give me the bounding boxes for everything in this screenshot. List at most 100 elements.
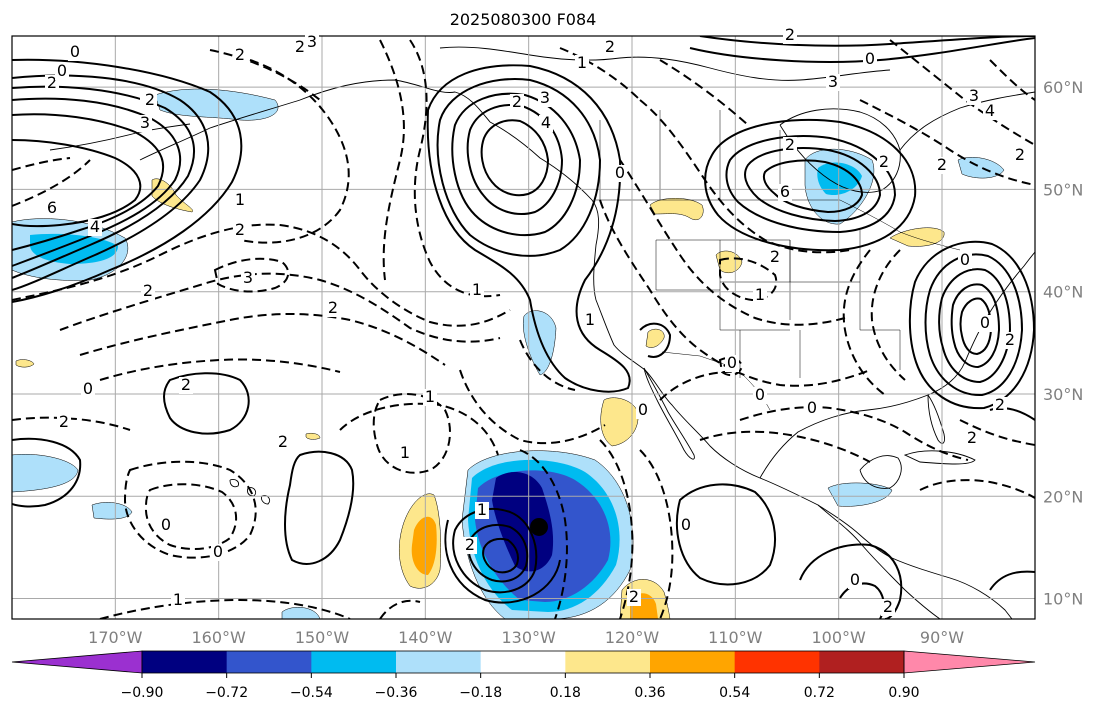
contour-label-bg [753,287,767,304]
contour-label: 2 [937,155,947,174]
contour-label: 1 [585,310,595,329]
contour-solid-tc-1 [452,508,538,594]
contour-dashed-10 [599,199,871,387]
contour-dashed-22 [739,406,969,461]
contour-label: 0 [807,398,817,417]
contour-label-bg [233,47,247,64]
colorbar-tick-label: 0.54 [719,685,750,701]
contour-label: 2 [770,247,780,266]
contour-label: 2 [512,92,522,111]
contour-label: 2 [465,535,475,554]
colorbar-under-triangle [11,650,143,674]
contour-label: 0 [727,353,737,372]
map-title: 2025080300 F084 [449,10,597,29]
contour-label: 1 [400,443,410,462]
contour-label: 2 [785,135,795,154]
lon-tick-label: 170°W [88,628,143,647]
contour-label: 2 [629,587,639,606]
shading-blue-hawaii [12,454,79,493]
contour-label-bg [510,94,524,111]
contour-label-bg [463,537,477,554]
colorbar-tick-label: 0.36 [634,685,665,701]
contour-label-bg [826,74,840,91]
contour-label-bg [326,300,340,317]
contour-label-bg [423,389,437,406]
shading-blue-gulf [827,482,893,507]
lon-tick-label: 120°W [605,628,660,647]
lon-tick-label: 160°W [191,628,246,647]
contour-label: 1 [577,53,587,72]
colorbar-tick-label: −0.18 [459,685,502,701]
colorbar-bin [226,651,312,673]
contour-solid-east-1 [924,253,1024,397]
shading-blue-small [91,502,133,520]
contour-label-bg [233,222,247,239]
contour-solid-goa-2 [451,92,582,237]
contour-dashed-14 [559,47,641,101]
contour-solid-west-6 [12,58,243,303]
colorbar-bin [142,651,228,673]
colorbar-bin [565,651,651,673]
contour-solid-subtrop-8 [989,570,1035,591]
contour-label-bg [783,27,797,44]
tc-center-marker [530,517,548,536]
contour-solid-tc-3 [482,537,519,574]
contour-label-bg [583,312,597,329]
contour-label: 0 [960,250,970,269]
shaded-anomaly-layer [12,88,1005,619]
lat-tick-label: 50°N [1043,180,1083,199]
colorbar-tick-label: 0.72 [804,685,835,701]
contour-label: 6 [780,182,790,201]
coastline-arctic [439,46,891,81]
contour-label: 3 [828,72,838,91]
contour-dashed-28 [123,460,257,559]
contour-solid-tc-2 [467,523,529,583]
contour-label: 3 [307,32,317,51]
latitude-axis: 10°N 20°N 30°N 40°N 50°N 60°N [1043,78,1083,608]
contour-label-bg [613,165,627,182]
contour-solid-subtrop-2 [12,437,82,508]
colorbar-tick-label: −0.90 [121,685,164,701]
lon-tick-label: 130°W [501,628,556,647]
coastline-north-america-west [139,79,1013,619]
contour-label: 2 [605,37,615,56]
contour-dashed-19 [989,59,1035,101]
colorbar-bin [396,651,482,673]
contour-label-bg [881,599,895,616]
contour-label: 2 [59,412,69,431]
contour-label-bg [538,90,552,107]
contour-label-bg [967,88,981,105]
contour-label: 0 [70,42,80,61]
contour-label: 0 [615,163,625,182]
contour-layer [12,36,1035,619]
contour-label-bg [636,402,650,419]
contour-label: 0 [213,542,223,561]
contour-label-bg [241,270,255,287]
shading-yellow-7 [645,328,665,348]
contour-dashed-17 [889,39,1035,146]
contour-label-bg [725,355,739,372]
contour-label-bg [603,39,617,56]
contour-dashed-27 [339,402,499,456]
lon-tick-label: 110°W [708,628,763,647]
contour-label-bg [575,55,589,72]
contour-label: 6 [47,198,57,217]
contour-label-bg [293,39,307,56]
contour-label: 0 [850,570,860,589]
contour-dashed-5 [213,257,290,293]
contour-dashed-37 [12,159,91,207]
contour-label: 3 [140,113,150,132]
contour-label-bg [783,137,797,154]
shading-yellow-3 [649,198,704,221]
contour-label-bg [1003,332,1017,349]
contour-label: 1 [477,500,487,519]
contour-label: 0 [638,400,648,419]
contour-label: 2 [181,375,191,394]
colorbar-tick-label: −0.54 [290,685,333,701]
contour-label-bg [935,157,949,174]
contour-label-bg [805,400,819,417]
contour-label-layer: 0232022321223023464213212100222624322210… [45,25,1027,616]
contour-dashed-3 [79,313,446,366]
contour-solid-hudson-3 [762,159,864,214]
